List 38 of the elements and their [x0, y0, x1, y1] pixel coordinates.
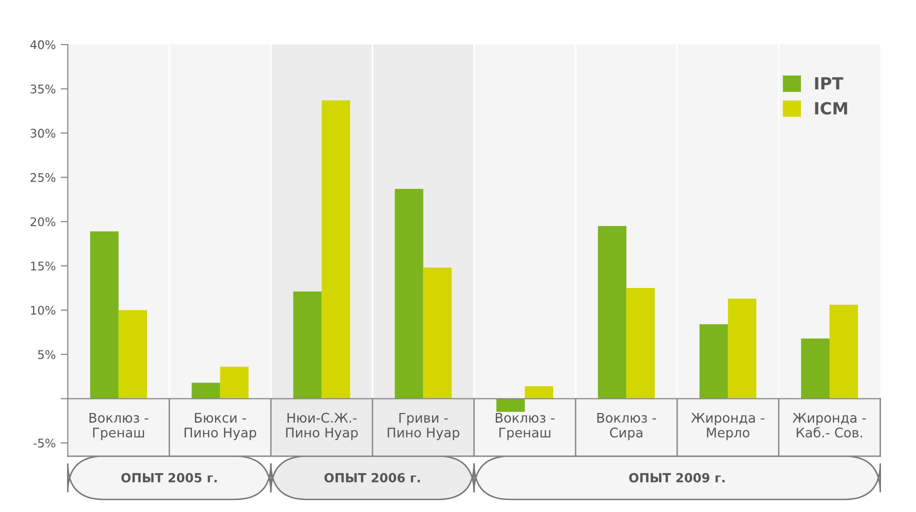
- bar: [192, 382, 220, 399]
- x-tick-label: Воклюз - Сира: [597, 412, 656, 440]
- bar: [293, 292, 322, 399]
- x-tick-label: Жиронда - Каб.- Сов.: [792, 412, 866, 438]
- bar: [118, 310, 147, 399]
- y-tick-label: 40%: [30, 40, 56, 50]
- bar: [496, 398, 525, 412]
- x-tick-label: Нюи-С.Ж.- Пино Нуар: [286, 412, 358, 440]
- bar: [728, 298, 756, 399]
- band-label: ОПЫТ 2006 г.: [324, 473, 420, 482]
- text: ОПЫТ 2009 г.: [629, 473, 725, 482]
- x-tick-label: Воклюз - Гренаш: [496, 412, 554, 440]
- x-tick-label: Гриви - Пино Нуар: [388, 412, 460, 440]
- y-tick-label: 5%: [38, 350, 56, 360]
- bar: [598, 226, 626, 399]
- y-tick-label: 30%: [30, 128, 56, 138]
- x-tick-label: Воклюз - Гренаш: [90, 412, 148, 440]
- y-tick-label: 10%: [31, 306, 56, 315]
- x-tick-label: Жиронда - Мерло: [691, 412, 764, 440]
- x-tick-label: Бюкси - Пино Нуар: [184, 412, 256, 440]
- y-tick-label: 15%: [31, 262, 56, 271]
- y-tick-label: 20%: [30, 217, 56, 226]
- bar: [829, 304, 858, 399]
- bar: [394, 188, 424, 399]
- bar: [699, 324, 728, 399]
- bar: [626, 288, 655, 399]
- y-tick-label: 25%: [30, 173, 56, 182]
- bar: [220, 366, 249, 399]
- y-tick-label: 35%: [30, 84, 56, 94]
- legend-label: ICM: [815, 102, 848, 115]
- legend-label: IPT: [815, 77, 844, 90]
- bar: [801, 338, 830, 399]
- bar: [524, 386, 554, 399]
- bar: [423, 268, 452, 399]
- bar: [90, 231, 119, 399]
- text: ОПЫТ 2005 г.: [121, 473, 217, 482]
- bar: [322, 100, 350, 399]
- y-tick-label: -5%: [34, 438, 56, 448]
